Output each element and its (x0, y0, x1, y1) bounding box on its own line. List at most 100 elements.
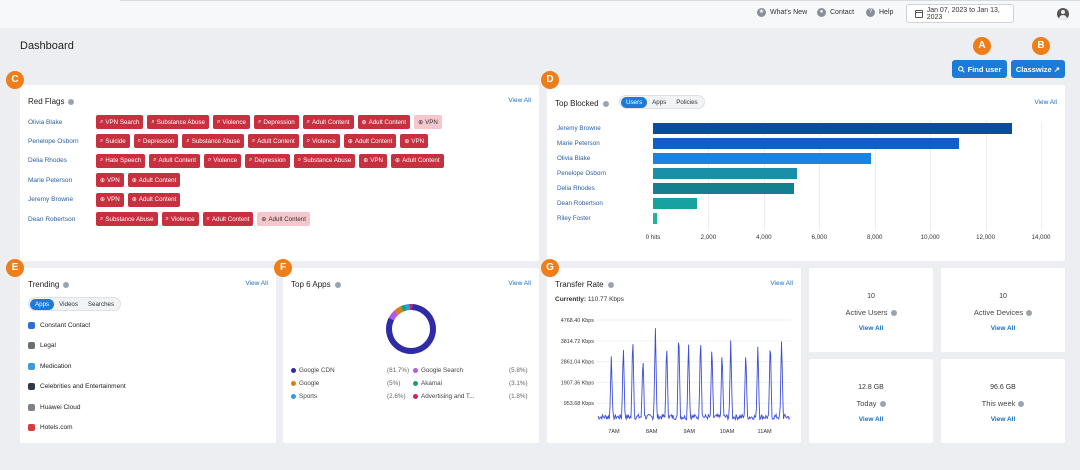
tab-users[interactable]: Users (621, 96, 648, 108)
student-name-link[interactable]: Jeremy Browne (28, 196, 74, 204)
flag-tag[interactable]: ⊕ Adult Content (127, 173, 181, 188)
tab-apps[interactable]: Apps (652, 98, 667, 106)
classwize-button[interactable]: Classwize ↗ (1011, 60, 1065, 78)
search-icon: ⌕ (186, 137, 190, 144)
trending-item[interactable]: Medication (28, 362, 71, 370)
top-blocked-view-all-link[interactable]: View All (1034, 99, 1057, 106)
blocked-bar[interactable] (653, 138, 960, 149)
flag-tag[interactable]: ⌕ Hate Speech (96, 153, 146, 168)
trending-item[interactable]: Legal (28, 342, 56, 350)
student-name-link[interactable]: Olivia Blake (28, 118, 63, 126)
flag-tag-label: VPN (107, 176, 120, 184)
info-icon[interactable] (879, 400, 886, 407)
info-icon[interactable] (68, 98, 75, 105)
flag-tag[interactable]: ⌕ Depression (253, 115, 299, 129)
info-icon[interactable] (890, 309, 897, 316)
flag-tag[interactable]: ⊕ VPN (400, 134, 429, 149)
blocked-user-link[interactable]: Dean Robertson (557, 200, 603, 207)
info-icon[interactable] (607, 281, 614, 288)
transfer-rate-view-all-link[interactable]: View All (770, 280, 793, 287)
flag-tag[interactable]: ⊕ Adult Content (257, 212, 310, 226)
user-avatar-icon[interactable] (1057, 8, 1069, 20)
blocked-bar[interactable] (653, 123, 1012, 134)
whats-new-link[interactable]: ★ What's New (757, 8, 807, 17)
flag-tag[interactable]: ⌕ Substance Abuse (147, 115, 209, 129)
whats-new-icon: ★ (757, 8, 766, 17)
trending-item[interactable]: Celebrities and Entertainment (28, 383, 126, 391)
trending-view-all-link[interactable]: View All (245, 280, 268, 287)
tab-videos[interactable]: Videos (59, 300, 78, 308)
flag-tag[interactable]: ⌕ Suicide (96, 134, 130, 149)
info-icon[interactable] (1026, 309, 1033, 316)
flag-tag[interactable]: ⌕ Depression (245, 153, 290, 168)
donut-slice[interactable] (394, 306, 404, 315)
marker-b: B (1032, 37, 1050, 55)
top-apps-view-all-link[interactable]: View All (508, 280, 531, 287)
flag-tag[interactable]: ⊕ Adult Content (127, 192, 181, 207)
flag-tag[interactable]: ⌕ Adult Content (302, 115, 354, 129)
tab-apps[interactable]: Apps (30, 298, 55, 310)
info-icon[interactable] (602, 100, 609, 107)
donut-slice[interactable] (400, 304, 407, 312)
flag-tags: ⊕ VPN ⊕ Adult Content (96, 192, 181, 207)
info-icon[interactable] (334, 281, 341, 288)
donut-slice[interactable] (388, 310, 399, 321)
blocked-bar[interactable] (653, 168, 798, 179)
blocked-user-link[interactable]: Jeremy Browne (557, 125, 601, 132)
stat-view-all-link[interactable]: View All (990, 416, 1016, 423)
student-name-link[interactable]: Penelope Osborn (28, 137, 79, 145)
student-name-link[interactable]: Dean Robertson (28, 215, 76, 223)
flag-tag[interactable]: ⊕ VPN (414, 115, 442, 129)
stat-view-all-link[interactable]: View All (990, 325, 1016, 332)
flag-tag[interactable]: ⊕ VPN (359, 153, 388, 168)
flag-tag[interactable]: ⌕ Adult Content (247, 134, 299, 149)
tab-policies[interactable]: Policies (676, 98, 698, 106)
tab-searches[interactable]: Searches (87, 300, 115, 308)
legend-label: Sports (299, 393, 318, 400)
flag-tag[interactable]: ⌕ Violence (204, 153, 242, 168)
flag-tag[interactable]: ⊕ Adult Content (343, 134, 397, 149)
flag-tag[interactable]: ⌕ Adult Content (149, 153, 201, 168)
blocked-user-link[interactable]: Olivia Blake (557, 155, 591, 162)
info-icon[interactable] (63, 281, 70, 288)
flag-tag[interactable]: ⌕ Substance Abuse (96, 212, 158, 226)
flag-tag[interactable]: ⌕ Violence (212, 115, 250, 129)
trending-item[interactable]: Constant Contact (28, 322, 90, 329)
flag-tag[interactable]: ⊕ VPN (96, 192, 124, 207)
student-name-link[interactable]: Marie Peterson (28, 176, 73, 184)
blocked-user-link[interactable]: Marie Peterson (557, 140, 600, 147)
info-icon[interactable] (1018, 400, 1025, 407)
find-user-button[interactable]: Find user (952, 60, 1007, 78)
flag-tag[interactable]: ⌕ Adult Content (202, 212, 254, 226)
stat-view-all-link[interactable]: View All (858, 325, 884, 332)
flag-tag[interactable]: ⊕ VPN (96, 173, 124, 188)
trending-item[interactable]: Huawei Cloud (28, 403, 80, 411)
stat-view-all-link[interactable]: View All (858, 416, 884, 423)
date-range-picker[interactable]: Jan 07, 2023 to Jan 13, 2023 (906, 4, 1014, 23)
flag-tag[interactable]: ⊕ Adult Content (357, 115, 411, 129)
flag-tag[interactable]: ⌕ Substance Abuse (182, 134, 244, 149)
flag-tag[interactable]: ⌕ VPN Search (96, 115, 144, 129)
x-tick-label: 0 hits (645, 234, 661, 241)
flag-tag[interactable]: ⌕ Substance Abuse (293, 153, 356, 168)
stat-value: 12.8 GB (858, 384, 884, 391)
trending-item[interactable]: Hotels.com (28, 424, 73, 431)
flag-tag-label: Depression (254, 157, 286, 165)
blocked-user-link[interactable]: Riley Foster (557, 215, 591, 222)
help-link[interactable]: ? Help (866, 8, 893, 17)
blocked-bar[interactable] (653, 183, 794, 194)
donut-slice[interactable] (409, 304, 413, 311)
flag-tag[interactable]: ⌕ Violence (302, 134, 340, 149)
blocked-user-link[interactable]: Penelope Osborn (557, 170, 607, 177)
red-flags-view-all-link[interactable]: View All (508, 97, 531, 104)
contact-link[interactable]: ● Contact (817, 8, 854, 17)
flag-tag[interactable]: ⊕ Adult Content (391, 153, 444, 168)
flag-tag[interactable]: ⌕ Depression (133, 134, 179, 149)
blocked-user-link[interactable]: Delia Rhodes (557, 185, 595, 192)
blocked-bar[interactable] (653, 198, 698, 209)
blocked-bar[interactable] (653, 153, 872, 164)
flag-tag[interactable]: ⌕ Violence (161, 212, 199, 226)
blocked-bar[interactable] (653, 213, 658, 224)
donut-slice[interactable] (405, 304, 410, 311)
student-name-link[interactable]: Delia Rhodes (28, 157, 68, 165)
